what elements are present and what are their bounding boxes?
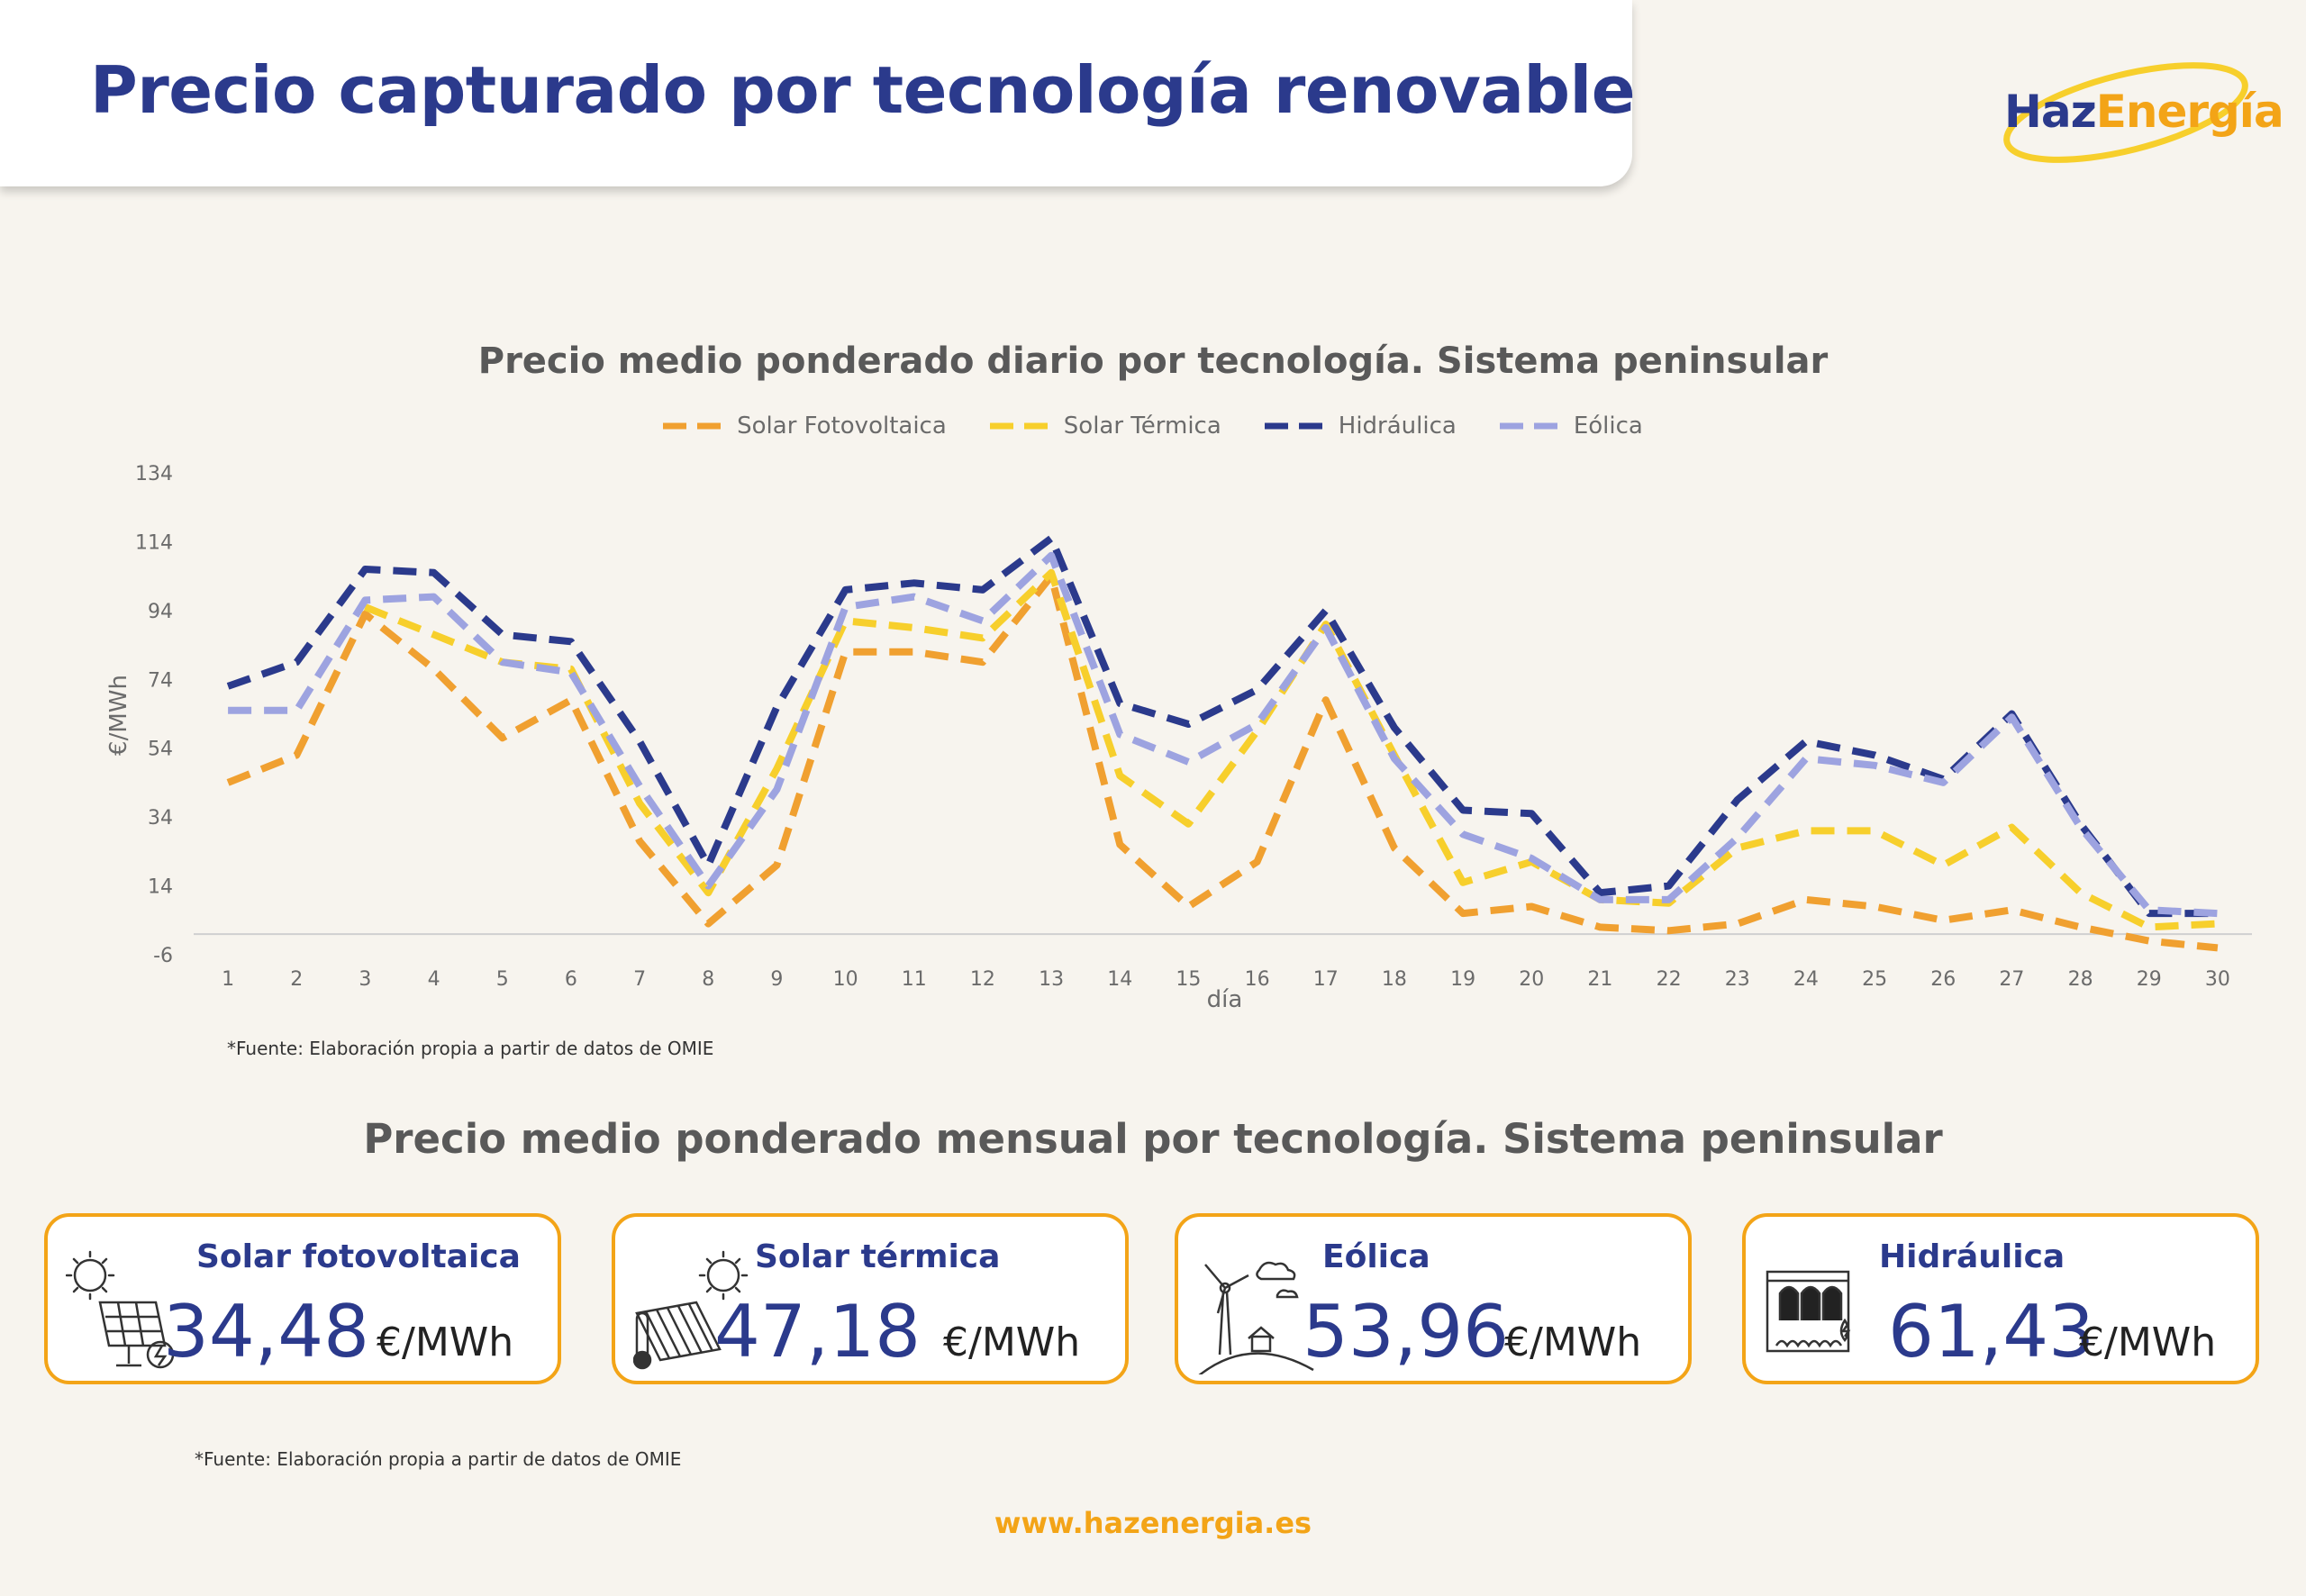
x-tick-label: 5 [496, 968, 509, 991]
solar-thermal-icon [632, 1248, 768, 1378]
x-tick-label: 17 [1313, 968, 1339, 991]
y-tick-label: 74 [148, 669, 173, 692]
solar-panel-icon [65, 1248, 201, 1378]
y-tick-label: 54 [148, 739, 173, 761]
page-title: Precio capturado por tecnología renovabl… [90, 52, 1636, 128]
card-label: Solar fotovoltaica [196, 1238, 521, 1275]
x-tick-label: 9 [770, 968, 783, 991]
legend-item: Solar Térmica [989, 413, 1221, 440]
card-value: 61,43 [1888, 1290, 2095, 1374]
logo-wordmark: HazEnergía [2004, 86, 2284, 138]
chart-legend: Solar Fotovoltaica Solar Térmica Hidráulic… [0, 413, 2306, 440]
x-tick-label: 6 [565, 968, 577, 991]
card-label: Solar térmica [755, 1238, 1001, 1275]
y-tick-label: -6 [153, 945, 173, 967]
x-tick-label: 8 [702, 968, 714, 991]
legend-item: Eólica [1499, 413, 1643, 440]
x-tick-label: 18 [1382, 968, 1407, 991]
y-tick-label: 94 [148, 601, 173, 623]
y-tick-label: 134 [135, 463, 173, 485]
x-tick-label: 27 [1999, 968, 2024, 991]
chart-source-note: *Fuente: Elaboración propia a partir de … [227, 1038, 714, 1059]
series-line-hidr-ulica [226, 534, 2218, 918]
x-axis-label: día [1207, 986, 1243, 1013]
x-tick-label: 3 [359, 968, 371, 991]
x-tick-label: 13 [1039, 968, 1064, 991]
x-tick-label: 7 [633, 968, 646, 991]
x-tick-label: 20 [1519, 968, 1544, 991]
monthly-source-note: *Fuente: Elaboración propia a partir de … [195, 1448, 682, 1470]
card-eolica: Eólica 53,96 €/MWh [1175, 1213, 1692, 1384]
x-tick-label: 14 [1107, 968, 1132, 991]
y-tick-label: 114 [135, 531, 173, 554]
card-label: Hidráulica [1879, 1238, 2065, 1275]
card-unit: €/MWh [377, 1319, 514, 1365]
logo-swoosh-icon [2003, 62, 2248, 163]
x-tick-label: 15 [1176, 968, 1201, 991]
x-tick-label: 10 [833, 968, 858, 991]
header-banner: Precio capturado por tecnología renovabl… [0, 0, 1636, 186]
brand-logo: HazEnergía [1991, 50, 2284, 176]
logo-part-1: Haz [2004, 86, 2097, 138]
card-value: 53,96 [1303, 1290, 1510, 1374]
legend-swatch [1499, 422, 1563, 430]
monthly-section-title: Precio medio ponderado mensual por tecno… [363, 1115, 1943, 1163]
x-tick-label: 4 [428, 968, 440, 991]
x-tick-label: 30 [2205, 968, 2230, 991]
x-tick-label: 29 [2137, 968, 2162, 991]
x-tick-label: 22 [1657, 968, 1682, 991]
card-value: 34,48 [163, 1290, 370, 1374]
x-tick-label: 26 [1930, 968, 1956, 991]
card-hidraulica: Hidráulica 61,43 €/MWh [1742, 1213, 2259, 1384]
legend-item: Hidráulica [1264, 413, 1457, 440]
card-unit: €/MWh [1504, 1319, 1642, 1365]
legend-label: Hidráulica [1338, 413, 1457, 440]
legend-label: Solar Térmica [1063, 413, 1221, 440]
card-value: 47,18 [714, 1290, 921, 1374]
legend-label: Eólica [1573, 413, 1643, 440]
x-tick-label: 12 [970, 968, 995, 991]
logo-part-2: Energía [2095, 86, 2284, 138]
hydro-dam-icon [1764, 1248, 1899, 1378]
chart-title: Precio medio ponderado diario por tecnol… [477, 340, 1829, 382]
x-tick-label: 16 [1245, 968, 1270, 991]
x-tick-label: 2 [290, 968, 303, 991]
x-tick-label: 11 [902, 968, 927, 991]
x-tick-label: 24 [1793, 968, 1819, 991]
series-line-e-lica [228, 551, 2219, 918]
y-tick-label: 14 [148, 876, 173, 899]
y-tick-label: 34 [148, 807, 173, 830]
x-tick-label: 19 [1450, 968, 1475, 991]
card-unit: €/MWh [2079, 1319, 2217, 1365]
wind-turbine-icon [1196, 1248, 1331, 1378]
card-label: Eólica [1322, 1238, 1430, 1275]
legend-swatch [663, 422, 727, 430]
legend-swatch [1264, 422, 1328, 430]
footer-website-link[interactable]: www.hazenergia.es [994, 1506, 1312, 1540]
legend-label: Solar Fotovoltaica [737, 413, 947, 440]
series-line-solar-fotovoltaica [226, 572, 2219, 952]
card-unit: €/MWh [943, 1319, 1081, 1365]
card-solar-termica: Solar térmica 47,18 €/MWh [612, 1213, 1129, 1384]
y-axis-label: €/MWh [105, 675, 132, 756]
x-tick-label: 23 [1725, 968, 1750, 991]
legend-item: Solar Fotovoltaica [663, 413, 947, 440]
x-tick-label: 25 [1862, 968, 1887, 991]
x-tick-label: 1 [222, 968, 234, 991]
x-tick-label: 28 [2068, 968, 2093, 991]
legend-swatch [989, 422, 1053, 430]
card-solar-fotovoltaica: Solar fotovoltaica 34,48 €/MWh [44, 1213, 561, 1384]
x-tick-label: 21 [1587, 968, 1612, 991]
